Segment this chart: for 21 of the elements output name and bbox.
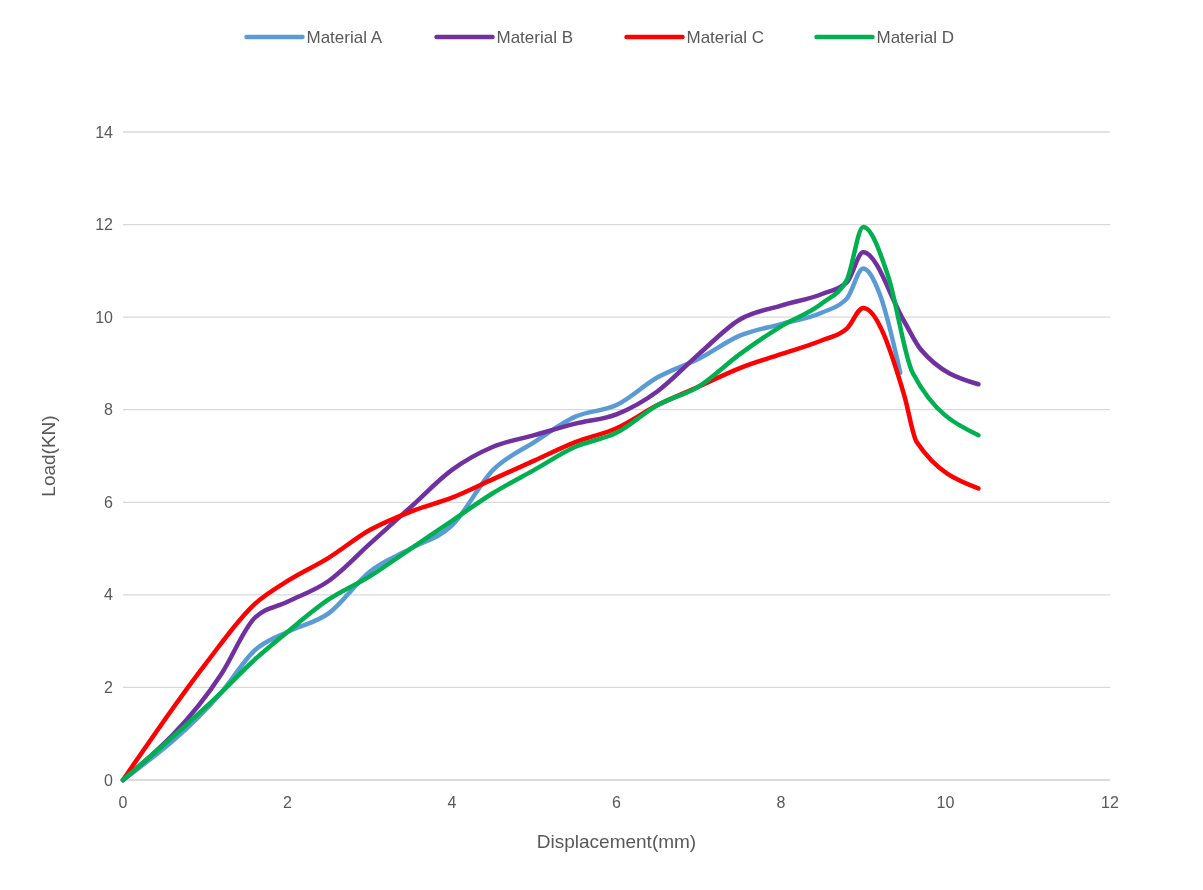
legend-label: Material B — [496, 27, 574, 47]
y-tick-label: 12 — [95, 216, 114, 234]
y-axis-title: Load(KN) — [38, 415, 59, 497]
legend-label: Material A — [306, 27, 383, 47]
y-tick-label: 14 — [95, 123, 114, 141]
legend-label: Material C — [686, 27, 764, 47]
y-tick-label: 8 — [104, 401, 114, 419]
x-tick-label: 6 — [612, 794, 622, 811]
legend-label: Material D — [876, 27, 954, 47]
y-tick-label: 4 — [104, 586, 114, 604]
x-tick-label: 10 — [936, 794, 955, 811]
x-axis-title: Displacement(mm) — [536, 831, 697, 852]
y-tick-label: 6 — [104, 493, 114, 511]
x-tick-label: 8 — [776, 794, 786, 811]
x-tick-label: 4 — [447, 794, 457, 811]
y-tick-label: 0 — [104, 771, 114, 789]
x-tick-label: 2 — [283, 794, 293, 811]
x-tick-label: 0 — [118, 794, 128, 811]
x-tick-label: 12 — [1101, 794, 1119, 811]
y-tick-label: 2 — [104, 679, 114, 697]
y-tick-label: 10 — [95, 308, 114, 326]
